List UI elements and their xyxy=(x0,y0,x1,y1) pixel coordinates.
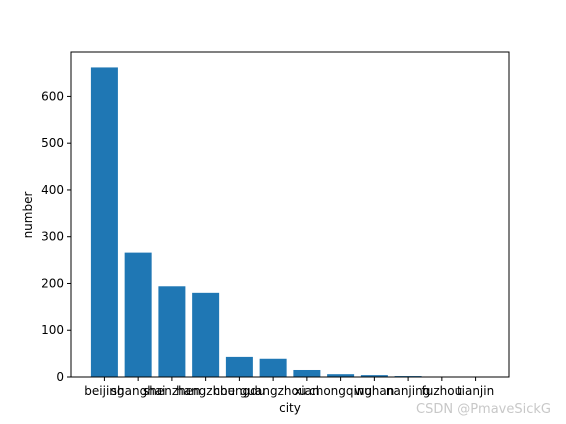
bar xyxy=(90,67,118,378)
x-tick-label: shanghai xyxy=(111,384,166,398)
bar xyxy=(259,358,287,377)
x-tick-label: beijing xyxy=(84,384,124,398)
y-tick-label: 600 xyxy=(41,89,64,103)
x-tick-label: chongqing xyxy=(309,384,372,398)
x-tick-label: hangzhou xyxy=(176,384,235,398)
y-tick-label: 200 xyxy=(41,276,64,290)
bar xyxy=(158,286,186,377)
plot-frame xyxy=(70,51,510,378)
y-tick-label: 0 xyxy=(56,370,64,384)
x-tick-label: wuhan xyxy=(354,384,394,398)
x-tick-label: fuzhou xyxy=(422,384,463,398)
y-tick-label: 400 xyxy=(41,183,64,197)
y-tick-label: 300 xyxy=(41,230,64,244)
watermark: CSDN @PmaveSickG xyxy=(416,402,551,417)
bar xyxy=(225,356,253,377)
bar xyxy=(293,369,321,377)
bar xyxy=(192,292,220,377)
x-tick-label: tianjin xyxy=(457,384,494,398)
x-axis-label: city xyxy=(279,401,301,415)
bar xyxy=(124,252,152,377)
x-tick-label: shenzhen xyxy=(143,384,201,398)
y-axis-label: number xyxy=(21,192,35,239)
y-tick-label: 100 xyxy=(41,323,64,337)
x-tick-label: xian xyxy=(294,384,319,398)
x-tick-label: nanjing xyxy=(386,384,430,398)
bar xyxy=(360,375,388,377)
y-tick-label: 500 xyxy=(41,136,64,150)
x-tick-label: guangzhou xyxy=(240,384,307,398)
x-tick-label: chengdu xyxy=(213,384,265,398)
bar xyxy=(327,374,355,377)
